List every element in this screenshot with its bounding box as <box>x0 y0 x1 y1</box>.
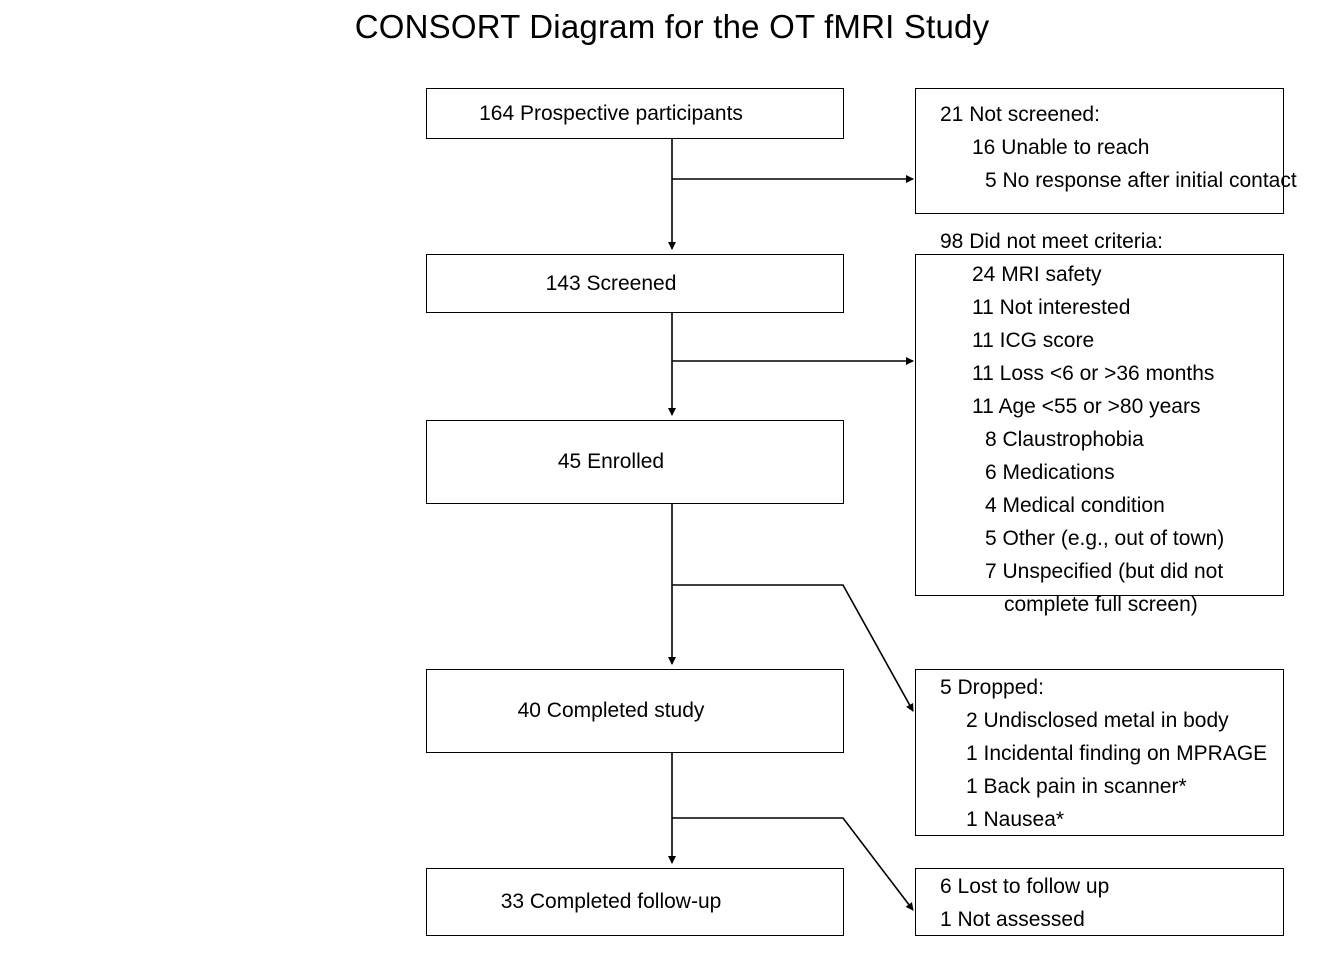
box-completed-study-label: 40 Completed study <box>517 699 705 722</box>
criteria-item: 5 Other (e.g., out of town) <box>985 527 1225 550</box>
not-screened-heading: 21 Not screened: <box>940 103 1100 126</box>
box-dropped <box>915 669 1284 836</box>
criteria-item: 11 Loss <6 or >36 months <box>972 362 1215 385</box>
box-completed-followup-label: 33 Completed follow-up <box>500 890 722 913</box>
did-not-meet-text: 98 Did not meet criteria: 24 MRI safety … <box>940 225 1224 621</box>
not-screened-item: 5 No response after initial contact <box>985 169 1297 192</box>
not-screened-item: 16 Unable to reach <box>972 136 1150 159</box>
box-lost-to-followup <box>915 868 1284 936</box>
criteria-item: 6 Medications <box>985 461 1115 484</box>
box-prospective-participants: 164 Prospective participants <box>426 88 844 139</box>
criteria-item: complete full screen) <box>1004 593 1198 616</box>
diagram-title: CONSORT Diagram for the OT fMRI Study <box>354 8 990 45</box>
box-enrolled-label: 45 Enrolled <box>557 450 665 473</box>
arrow-to-dropped <box>672 584 914 712</box>
dropped-item: 1 Back pain in scanner* <box>966 775 1187 798</box>
not-screened-text: 21 Not screened: 16 Unable to reach 5 No… <box>940 98 1297 197</box>
criteria-item: 24 MRI safety <box>972 263 1102 286</box>
criteria-item: 11 ICG score <box>972 329 1095 352</box>
box-not-screened <box>915 88 1284 214</box>
box-did-not-meet-criteria <box>915 254 1284 596</box>
criteria-item: 8 Claustrophobia <box>985 428 1144 451</box>
criteria-item: 4 Medical condition <box>985 494 1165 517</box>
dropped-text: 5 Dropped: 2 Undisclosed metal in body 1… <box>940 671 1267 836</box>
lost-item: 1 Not assessed <box>940 908 1085 931</box>
lost-item: 6 Lost to follow up <box>940 875 1110 898</box>
dropped-item: 1 Nausea* <box>966 808 1065 831</box>
lost-text: 6 Lost to follow up 1 Not assessed <box>940 870 1109 936</box>
box-screened: 143 Screened <box>426 254 844 313</box>
box-completed-followup: 33 Completed follow-up <box>426 868 844 936</box>
box-enrolled: 45 Enrolled <box>426 420 844 504</box>
criteria-item: 11 Not interested <box>972 296 1131 319</box>
box-screened-label: 143 Screened <box>545 271 677 295</box>
criteria-item: 11 Age <55 or >80 years <box>972 395 1201 418</box>
dropped-heading: 5 Dropped: <box>940 676 1044 699</box>
did-not-meet-heading: 98 Did not meet criteria: <box>940 230 1163 253</box>
dropped-item: 2 Undisclosed metal in body <box>966 709 1229 732</box>
dropped-item: 1 Incidental finding on MPRAGE <box>966 742 1268 765</box>
box-prospective-label: 164 Prospective participants <box>479 101 743 125</box>
arrow-to-lost <box>672 817 914 911</box>
box-completed-study: 40 Completed study <box>426 669 844 753</box>
criteria-item: 7 Unspecified (but did not <box>985 560 1224 583</box>
